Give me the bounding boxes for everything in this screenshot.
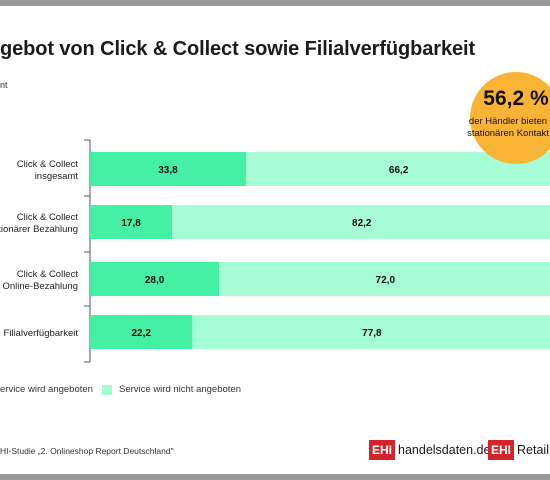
legend-not-offered-swatch [102, 385, 112, 395]
category-label-0-0: Click & Collect [17, 159, 79, 170]
data-label-offered-0: 33,8 [158, 165, 178, 176]
chart-title: gebot von Click & Collect sowie Filialve… [0, 38, 476, 60]
ehi-retail-name: Retail I [517, 443, 550, 457]
handelsdaten-name: handelsdaten.de [398, 443, 491, 457]
legend-offered-label: ervice wird angeboten [0, 384, 93, 395]
highlight-badge: 56,2 % der Händler bieten stationären Ko… [467, 72, 550, 164]
bottom-border [0, 474, 550, 480]
bar-not-offered-3 [192, 315, 550, 349]
bar-offered-2 [90, 262, 220, 296]
handelsdaten-logo[interactable]: EHI handelsdaten.de [369, 440, 490, 460]
ehi-logo-box: EHI [369, 440, 396, 460]
chart-subtitle: nt [0, 80, 8, 90]
data-label-not-offered-0: 66,2 [389, 165, 409, 176]
category-label-1-0: Click & Collect [17, 212, 79, 223]
data-label-not-offered-2: 72,0 [376, 275, 396, 286]
badge-line-2: stationären Kontakt [467, 128, 549, 139]
data-label-offered-2: 28,0 [145, 275, 165, 286]
badge-text: der Händler bieten stationären Kontakt [462, 116, 550, 140]
category-label-2-1: Online-Bezahlung [2, 281, 78, 292]
bar-not-offered-1 [172, 205, 550, 239]
ehi-retail-logo[interactable]: EHI Retail I [488, 440, 550, 460]
bar-offered-1 [90, 205, 173, 239]
bar-offered-0 [90, 152, 246, 186]
badge-value: 56,2 % [483, 87, 549, 110]
category-label-3-0: Filialverfügbarkeit [4, 328, 79, 339]
legend-not-offered-label: Service wird nicht angeboten [119, 384, 241, 395]
data-label-not-offered-1: 82,2 [352, 218, 372, 229]
category-label-1-1: tionärer Bezahlung [0, 224, 78, 235]
data-label-offered-1: 17,8 [121, 218, 141, 229]
badge-line-1: der Händler bieten [468, 116, 548, 127]
bar-offered-3 [90, 315, 193, 349]
data-label-not-offered-3: 77,8 [362, 328, 382, 339]
top-border [0, 0, 550, 6]
category-label-0-1: insgesamt [35, 171, 79, 182]
bar-not-offered-2 [219, 262, 550, 296]
category-label-2-0: Click & Collect [17, 269, 79, 280]
data-label-offered-3: 22,2 [131, 328, 151, 339]
ehi-logo-box-2: EHI [488, 440, 515, 460]
source-note: HI-Studie „2. Onlineshop Report Deutschl… [0, 446, 174, 456]
